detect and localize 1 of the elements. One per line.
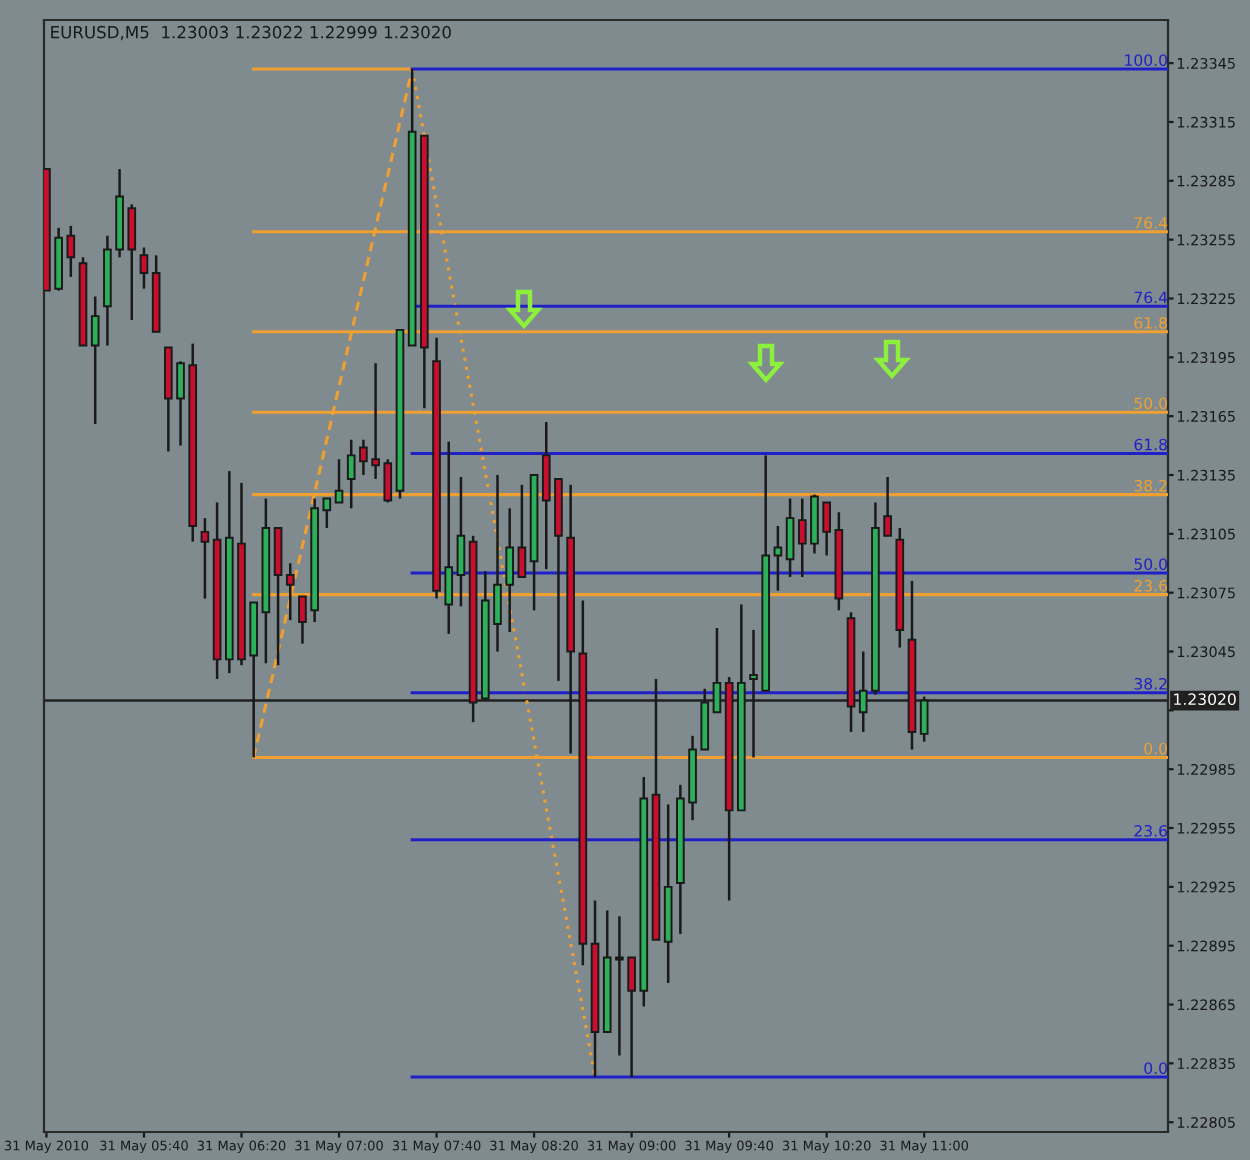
- chart-title: EURUSD,M5 1.23003 1.23022 1.22999 1.23020: [51, 25, 451, 41]
